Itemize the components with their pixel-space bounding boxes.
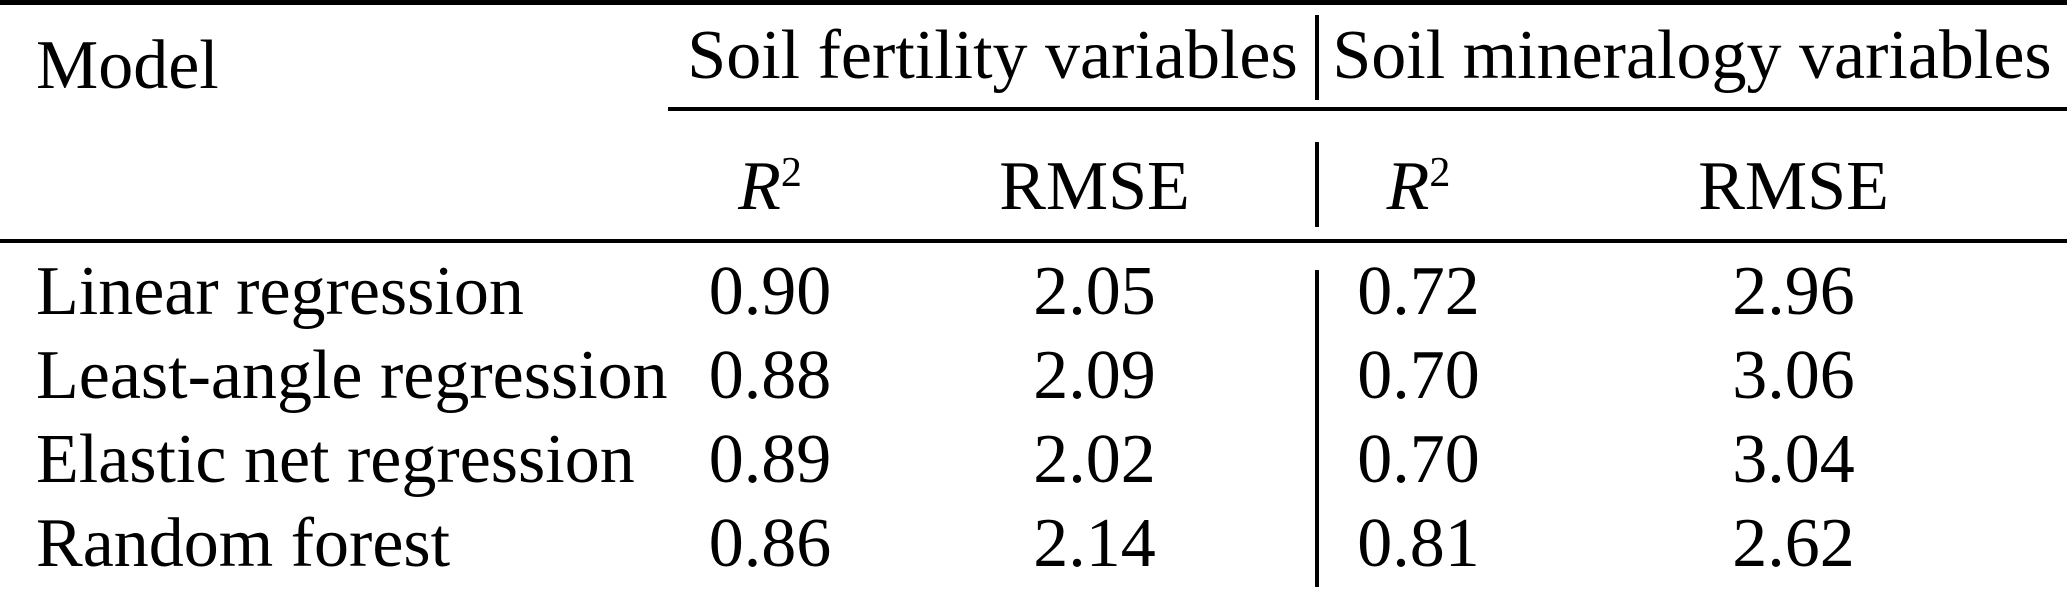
r-symbol: R <box>738 147 781 225</box>
column-divider-segment-middle <box>1315 142 1319 227</box>
fertility-rmse-header: RMSE <box>872 108 1318 243</box>
table-row-least-angle-regression: Least-angle regression 0.88 2.09 0.70 3.… <box>0 327 2067 411</box>
mineralogy-r2-value: 0.81 <box>1357 504 1480 582</box>
mineralogy-rmse-value: 2.62 <box>1732 504 1855 582</box>
mineralogy-rmse-header: RMSE <box>1520 108 2067 243</box>
model-name: Random forest <box>36 504 451 582</box>
r-exponent: 2 <box>780 149 802 196</box>
mineralogy-rmse-value: 2.96 <box>1732 252 1855 330</box>
mineralogy-rmse-value: 3.04 <box>1732 420 1855 498</box>
fertility-rmse-value: 2.05 <box>1033 252 1156 330</box>
column-divider-segment-bottom <box>1315 270 1319 587</box>
fertility-r2-value: 0.90 <box>708 252 832 330</box>
model-column-header: Model <box>0 2 668 243</box>
table-row-random-forest: Random forest 0.86 2.14 0.81 2.62 <box>0 495 2067 579</box>
fertility-r2-value: 0.89 <box>708 420 832 498</box>
r-exponent: 2 <box>1429 149 1451 196</box>
group-header-row: Model Soil fertility variables Soil mine… <box>0 2 2067 243</box>
column-divider-segment-top <box>1315 15 1319 100</box>
model-name: Linear regression <box>36 252 524 330</box>
mineralogy-rmse-value: 3.06 <box>1732 336 1855 414</box>
mineralogy-r2-value: 0.70 <box>1357 336 1480 414</box>
fertility-r2-value: 0.88 <box>708 336 832 414</box>
mineralogy-r2-value: 0.72 <box>1357 252 1480 330</box>
model-name: Least-angle regression <box>36 336 668 414</box>
fertility-rmse-value: 2.02 <box>1033 420 1156 498</box>
group-header-soil-mineralogy: Soil mineralogy variables <box>1317 2 2067 111</box>
table-row-elastic-net-regression: Elastic net regression 0.89 2.02 0.70 3.… <box>0 411 2067 495</box>
model-name: Elastic net regression <box>36 420 635 498</box>
bottom-spacer-row <box>0 579 2067 611</box>
r-symbol: R <box>1386 147 1430 225</box>
fertility-rmse-value: 2.09 <box>1033 336 1156 414</box>
mineralogy-r2-header: R2 <box>1317 108 1521 243</box>
fertility-r2-header: R2 <box>668 108 872 243</box>
group-header-soil-fertility: Soil fertility variables <box>668 2 1318 111</box>
mineralogy-r2-value: 0.70 <box>1357 420 1480 498</box>
fertility-r2-value: 0.86 <box>708 504 832 582</box>
sub-header-row: R2 RMSE R2 RMSE <box>0 108 2067 243</box>
table-row-linear-regression: Linear regression 0.90 2.05 0.72 2.96 <box>0 241 2067 327</box>
fertility-rmse-value: 2.14 <box>1033 504 1156 582</box>
